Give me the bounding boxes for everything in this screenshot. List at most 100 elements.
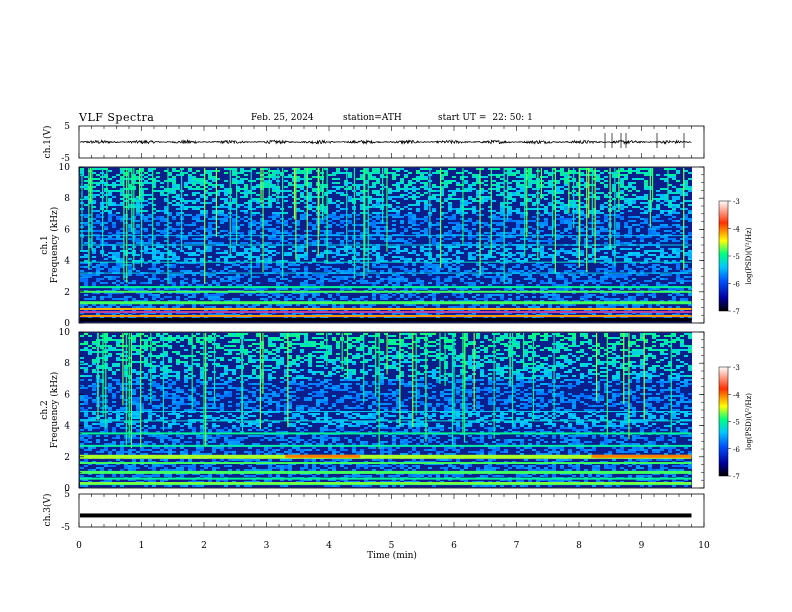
spectrogram-cell: [236, 180, 240, 182]
spectrogram-cell: [188, 200, 192, 202]
spectrogram-cell: [352, 282, 356, 284]
spectrogram-cell: [612, 274, 616, 276]
spectrogram-cell: [448, 194, 452, 196]
spectrogram-cell: [232, 222, 236, 224]
spectrogram-cell: [404, 242, 408, 244]
spectrogram-cell: [600, 178, 604, 180]
spectrogram-cell: [668, 248, 672, 250]
spectrogram-cell: [348, 220, 352, 222]
spectrogram-cell: [532, 250, 536, 252]
spectrogram-cell: [664, 224, 668, 226]
spectrogram-cell: [252, 214, 256, 216]
spectrogram-cell: [324, 216, 328, 218]
spectrogram-cell: [184, 200, 188, 202]
spectrogram-cell: [444, 170, 448, 172]
spectrogram-cell: [576, 242, 580, 244]
spectrogram-cell: [404, 278, 408, 280]
spectrogram-cell: [584, 238, 588, 240]
spectrogram-cell: [584, 274, 588, 276]
spectrogram-cell: [644, 194, 648, 196]
spectrogram-cell: [340, 254, 344, 256]
spectrogram-cell: [512, 168, 516, 170]
spectrogram-cell: [188, 270, 192, 272]
spectrogram-cell: [320, 206, 324, 208]
spectrogram-cell: [544, 256, 548, 258]
spectrogram-cell: [452, 260, 456, 262]
spectrogram-cell: [128, 206, 132, 208]
spectrogram-cell: [668, 238, 672, 240]
spectrogram-cell: [360, 198, 364, 200]
spectrogram-cell: [208, 182, 212, 184]
spectrogram-cell: [688, 212, 692, 214]
spectrogram-cell: [328, 238, 332, 240]
spectrogram-cell: [224, 190, 228, 192]
spectrogram-cell: [96, 264, 100, 266]
spectrogram-cell: [424, 260, 428, 262]
spectrogram-cell: [620, 288, 624, 290]
spectrogram-cell: [408, 184, 412, 186]
spectrogram-cell: [576, 186, 580, 188]
spectrogram-cell: [676, 280, 680, 282]
spectrogram-cell: [160, 210, 164, 212]
spectrogram-cell: [584, 230, 588, 232]
spectrogram-cell: [396, 196, 400, 198]
spectrogram-cell: [164, 208, 168, 210]
spectrogram-cell: [484, 232, 488, 234]
spectrogram-cell: [444, 262, 448, 264]
spectrogram-cell: [540, 184, 544, 186]
spectrogram-cell: [324, 240, 328, 242]
spectrogram-cell: [416, 180, 420, 182]
spectrogram-cell: [116, 276, 120, 278]
spectrogram-cell: [532, 196, 536, 198]
spectrogram-cell: [380, 256, 384, 258]
spectrogram-cell: [172, 184, 176, 186]
spectrogram-cell: [156, 246, 160, 248]
spectrogram-cell: [144, 180, 148, 182]
spectrogram-cell: [268, 256, 272, 258]
spectrogram-cell: [528, 226, 532, 228]
spectrogram-cell: [328, 300, 332, 302]
spectrogram-cell: [388, 282, 392, 284]
spectrogram-cell: [168, 266, 172, 268]
spectrogram-cell: [488, 188, 492, 190]
spectrogram-cell: [204, 238, 208, 240]
spectrogram-cell: [364, 230, 368, 232]
spectrogram-cell: [168, 250, 172, 252]
spectrogram-cell: [652, 234, 656, 236]
spectrogram-cell: [248, 190, 252, 192]
spectrogram-cell: [596, 230, 600, 232]
spectrogram-cell: [636, 282, 640, 284]
spectrogram-cell: [320, 208, 324, 210]
spectrogram-cell: [208, 284, 212, 286]
spectrogram-cell: [368, 270, 372, 272]
spectrogram-cell: [240, 210, 244, 212]
spectrogram-cell: [148, 248, 152, 250]
spectrogram-cell: [644, 262, 648, 264]
spectrogram-cell: [304, 172, 308, 174]
spectrogram-cell: [396, 202, 400, 204]
spectrogram-cell: [596, 238, 600, 240]
spectrogram-cell: [500, 186, 504, 188]
spectrogram-cell: [432, 258, 436, 260]
spectrogram-cell: [200, 228, 204, 230]
spectrogram-cell: [264, 186, 268, 188]
spectrogram-cell: [284, 220, 288, 222]
spectrogram-cell: [112, 270, 116, 272]
spectrogram-cell: [304, 212, 308, 214]
spectrogram-cell: [172, 204, 176, 206]
spectrogram-cell: [216, 170, 220, 172]
spectrogram-cell: [344, 238, 348, 240]
spectrogram-cell: [124, 300, 128, 302]
spectrogram-cell: [104, 210, 108, 212]
spectrogram-cell: [588, 196, 592, 198]
spectrogram-cell: [668, 300, 672, 302]
spectrogram-cell: [568, 206, 572, 208]
spectrogram-cell: [264, 262, 268, 264]
spectrogram-cell: [508, 282, 512, 284]
spectrogram-cell: [668, 262, 672, 264]
spectrogram-cell: [564, 250, 568, 252]
spectrogram-cell: [448, 198, 452, 200]
spectrogram-cell: [628, 270, 632, 272]
spectrogram-cell: [304, 254, 308, 256]
spectrogram-cell: [580, 184, 584, 186]
